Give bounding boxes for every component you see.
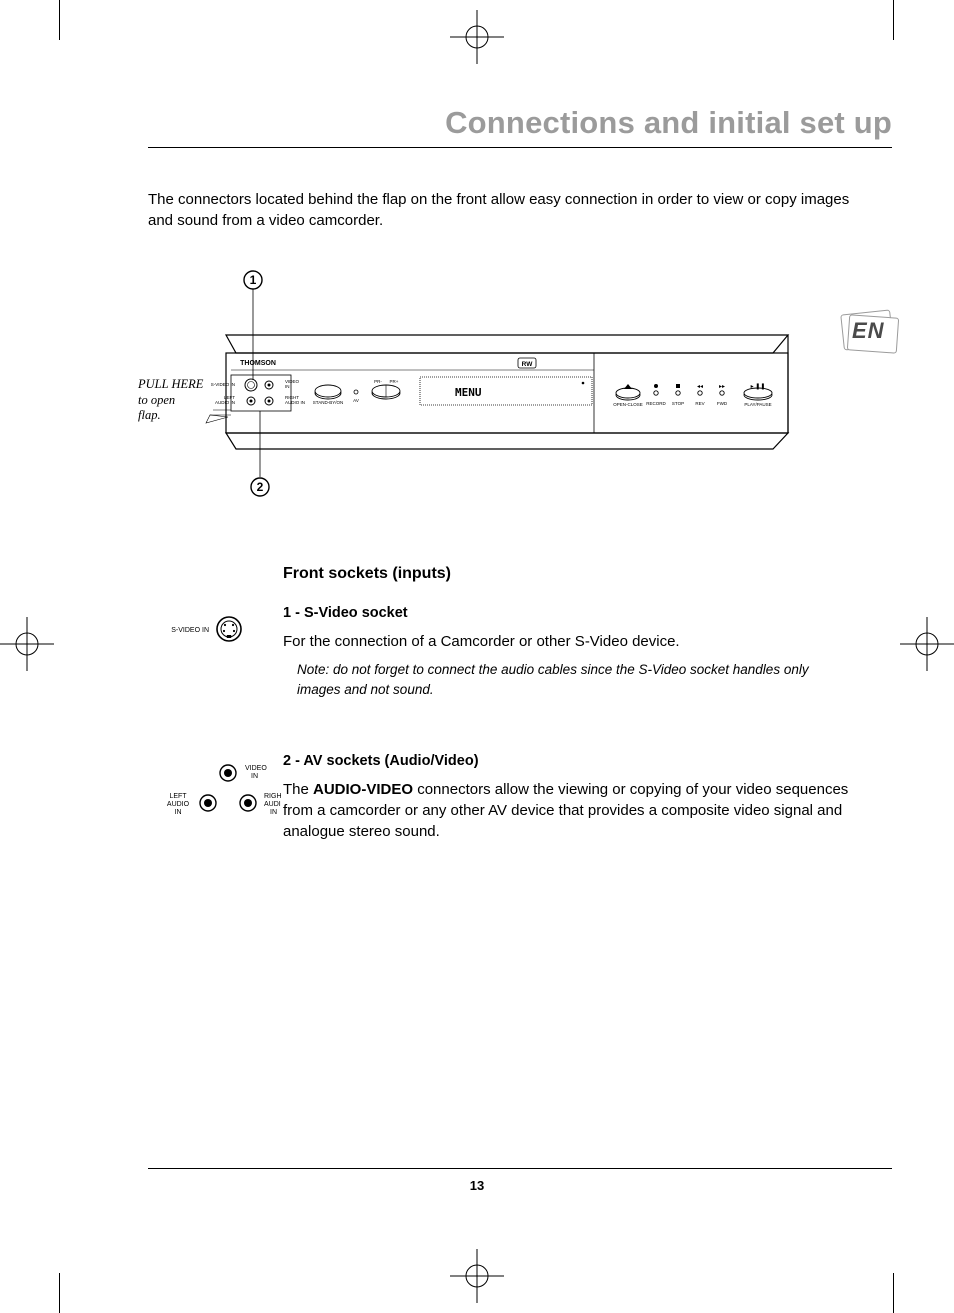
svg-text:FWD: FWD (717, 401, 728, 406)
crop-mark (893, 0, 894, 40)
svg-text:PR+: PR+ (390, 379, 399, 384)
av-icon-col: VIDEO IN LEFT AUDIO IN RIGHT AUDIO IN (148, 753, 283, 850)
brand-label: THOMSON (240, 360, 276, 367)
callout-number: 1 (250, 273, 257, 287)
svideo-text: For the connection of a Camcorder or oth… (283, 631, 864, 652)
section-heading: Front sockets (inputs) (283, 565, 864, 583)
flap-label-line: to open (138, 393, 175, 407)
svg-text:IN: IN (285, 384, 290, 389)
svg-text:S-VIDEO IN: S-VIDEO IN (171, 627, 209, 634)
svg-text:PR-: PR- (374, 379, 382, 384)
intro-paragraph: The connectors located behind the flap o… (148, 189, 864, 231)
svg-text:VIDEO: VIDEO (245, 765, 267, 772)
display-text: MENU (455, 386, 482, 399)
footer-rule (148, 1168, 892, 1169)
flap-label-line: PULL HERE (138, 377, 203, 391)
flap-label-line: flap. (138, 408, 161, 422)
svg-text:S-VIDEO IN: S-VIDEO IN (211, 382, 235, 387)
svideo-icon: S-VIDEO IN (161, 609, 271, 649)
page-number: 13 (0, 1178, 954, 1193)
av-sockets-icon: VIDEO IN LEFT AUDIO IN RIGHT AUDIO IN (151, 757, 281, 831)
svg-text:LEFT: LEFT (169, 793, 187, 800)
svideo-title: 1 - S-Video socket (283, 605, 864, 621)
svg-text:AUDIO: AUDIO (264, 801, 281, 808)
device-front-figure: PULL HERE to open flap. 1 S-VIDEO IN VID… (138, 265, 798, 515)
svg-text:OPEN-CLOSE: OPEN-CLOSE (613, 402, 643, 407)
svg-text:STOP: STOP (672, 401, 684, 406)
language-badge-text: EN (852, 318, 885, 344)
section-av: VIDEO IN LEFT AUDIO IN RIGHT AUDIO IN 2 … (148, 753, 864, 850)
page-header: Connections and initial set up (148, 105, 892, 148)
registration-mark-left (0, 617, 54, 671)
svideo-icon-col: S-VIDEO IN (148, 605, 283, 707)
svg-text:IN: IN (174, 809, 181, 816)
svg-text:▸▸: ▸▸ (719, 384, 725, 390)
svg-text:AUDIO IN: AUDIO IN (285, 400, 305, 405)
av-text-prefix: The (283, 781, 313, 798)
svg-text:AUDIO: AUDIO (166, 801, 189, 808)
page-title: Connections and initial set up (148, 105, 892, 141)
svg-text:▸ ❚❚: ▸ ❚❚ (751, 383, 766, 390)
av-text: The AUDIO-VIDEO connectors allow the vie… (283, 779, 864, 842)
crop-mark (59, 1273, 60, 1313)
language-badge: EN (842, 312, 901, 356)
svg-text:REV: REV (695, 401, 704, 406)
callout-number: 2 (257, 480, 264, 494)
svg-text:AUDIO IN: AUDIO IN (215, 400, 235, 405)
svg-text:IN: IN (270, 809, 277, 816)
svg-text:STAND-BY/ON: STAND-BY/ON (313, 400, 343, 405)
registration-mark-right (900, 617, 954, 671)
registration-mark-bottom (450, 1249, 504, 1303)
section-svideo: S-VIDEO IN 1 - S-Video socket For the co… (148, 605, 864, 707)
svideo-note: Note: do not forget to connect the audio… (297, 660, 817, 699)
device-svg: 1 S-VIDEO IN VIDEO IN LEFT AUDIO IN RIGH… (138, 265, 798, 515)
flap-label: PULL HERE to open flap. (138, 377, 213, 424)
svg-text:RIGHT: RIGHT (264, 793, 281, 800)
svg-text:PLAY/PAUSE: PLAY/PAUSE (744, 402, 771, 407)
sections: Front sockets (inputs) S-VIDEO IN 1 - S-… (148, 565, 864, 896)
svg-text:RW: RW (522, 361, 534, 368)
av-title: 2 - AV sockets (Audio/Video) (283, 753, 864, 769)
svg-text:IN: IN (251, 773, 258, 780)
registration-mark-top (450, 10, 504, 64)
crop-mark (893, 1273, 894, 1313)
av-text-bold: AUDIO-VIDEO (313, 781, 413, 798)
crop-mark (59, 0, 60, 40)
svg-text:AV: AV (353, 398, 359, 403)
svg-text:RECORD: RECORD (646, 401, 666, 406)
svg-text:◂◂: ◂◂ (697, 384, 703, 390)
